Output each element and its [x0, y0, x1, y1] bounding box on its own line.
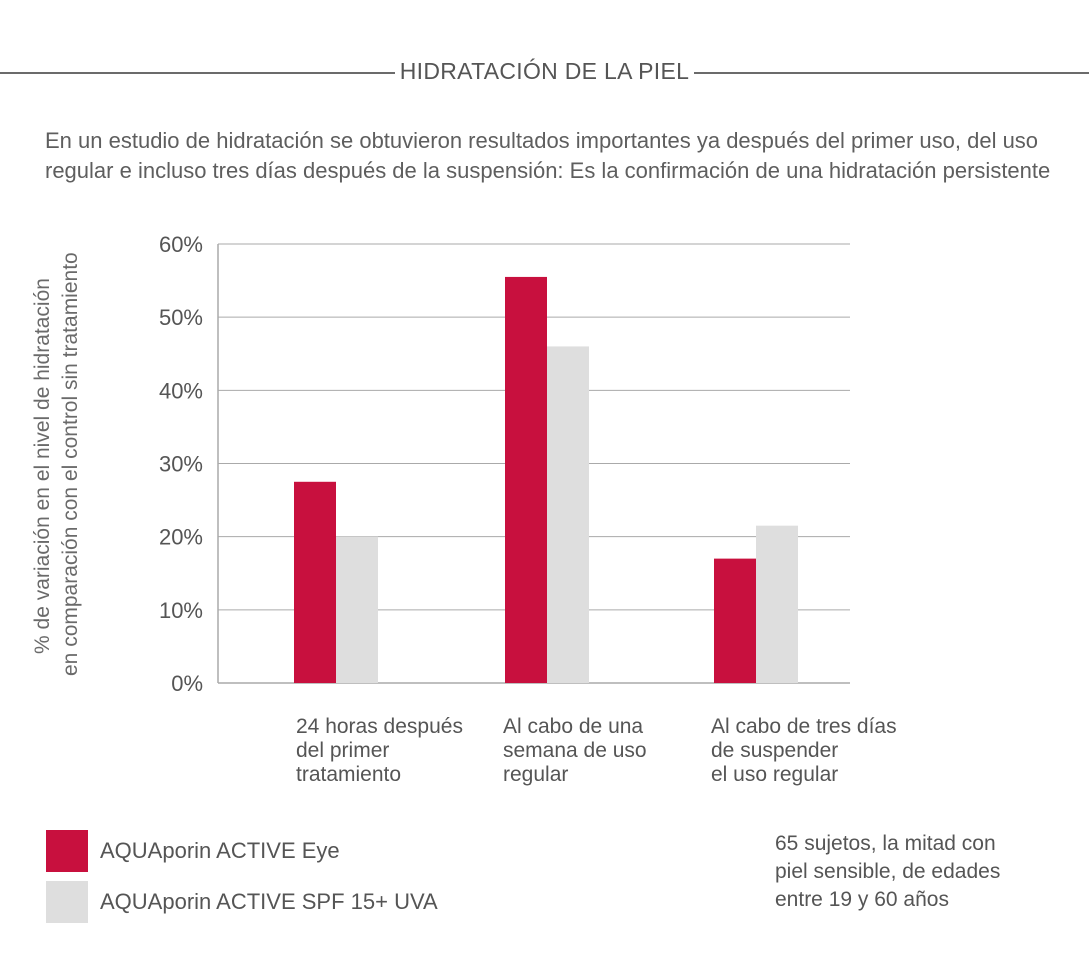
category-label-1-line-3: tratamiento [296, 763, 402, 786]
bar-spf [756, 525, 798, 683]
legend-swatch-eye [46, 830, 88, 872]
title-rule-right [694, 72, 1089, 74]
category-label-3-line-2: de suspender [711, 739, 839, 762]
y-tick-label: 50% [159, 305, 203, 330]
study-note-line-1: 65 sujetos, la mitad con [775, 832, 996, 855]
bar-spf [336, 536, 378, 683]
category-label-1-line-1: 24 horas después [296, 715, 463, 738]
category-label-3-line-1: Al cabo de tres días [711, 715, 897, 738]
title-rule-left [0, 72, 395, 74]
category-label-2: Al cabo de una semana de uso regular [503, 715, 647, 787]
category-label-2-line-2: semana de uso [503, 739, 647, 762]
y-tick-label: 0% [171, 671, 203, 696]
study-note-line-3: entre 19 y 60 años [775, 888, 949, 911]
study-note: 65 sujetos, la mitad con piel sensible, … [775, 830, 1000, 914]
y-tick-label: 10% [159, 598, 203, 623]
category-label-2-line-1: Al cabo de una [503, 715, 644, 738]
legend-label-spf: AQUAporin ACTIVE SPF 15+ UVA [100, 889, 438, 914]
page-title: HIDRATACIÓN DE LA PIEL [399, 58, 690, 84]
y-tick-label: 20% [159, 525, 203, 550]
intro-paragraph: En un estudio de hidratación se obtuvier… [45, 126, 1055, 186]
y-tick-label: 30% [159, 452, 203, 477]
category-label-3-line-3: el uso regular [711, 763, 839, 786]
category-label-1: 24 horas después del primer tratamiento [296, 715, 463, 787]
category-label-3: Al cabo de tres días de suspender el uso… [711, 715, 897, 787]
bar-spf [547, 346, 589, 683]
legend-swatch-spf [46, 881, 88, 923]
bar-eye [714, 558, 756, 683]
study-note-line-2: piel sensible, de edades [775, 860, 1001, 883]
bar-eye [505, 276, 547, 683]
bar-eye [294, 481, 336, 683]
intro-line-2: regular e incluso tres días después de l… [45, 158, 1051, 183]
legend-label-eye: AQUAporin ACTIVE Eye [100, 838, 340, 863]
y-tick-label: 40% [159, 378, 203, 403]
intro-line-1: En un estudio de hidratación se obtuvier… [45, 128, 1039, 153]
category-label-2-line-3: regular [503, 763, 569, 786]
category-label-1-line-2: del primer [296, 739, 390, 762]
y-tick-label: 60% [159, 232, 203, 257]
